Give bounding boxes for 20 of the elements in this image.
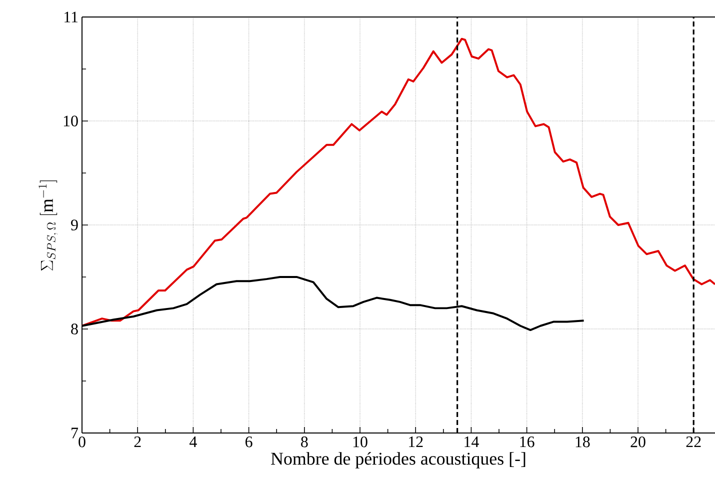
x-tick-label: 8 [301,436,308,448]
x-tick-label: 20 [630,436,646,448]
x-tick-label: 6 [246,436,252,448]
y-tick-label: 9 [71,220,78,230]
x-tick-label: 18 [576,436,590,448]
x-tick-label: 4 [190,436,197,447]
x-tick-label: 12 [409,436,423,448]
x-tick-label: 2 [134,436,141,448]
x-axis-title: Nombre de périodes acoustiques [-] [271,452,526,468]
y-tick-label: 11 [64,12,78,22]
y-tick-label: 10 [64,116,78,126]
y-tick-label: 8 [71,324,78,334]
x-tick-label: 0 [78,436,86,448]
x-tick-label: 14 [464,436,479,448]
x-tick-label: 10 [353,436,368,448]
y-tick-label: 7 [72,428,78,438]
x-tick-label: 22 [686,436,701,448]
line-series [81,38,715,327]
x-tick-label: 16 [520,436,534,448]
y-axis-title: $\Sigma_{SPS,\,\Omega}\ [\mathrm{m}^{-1}]$ [38,180,58,271]
